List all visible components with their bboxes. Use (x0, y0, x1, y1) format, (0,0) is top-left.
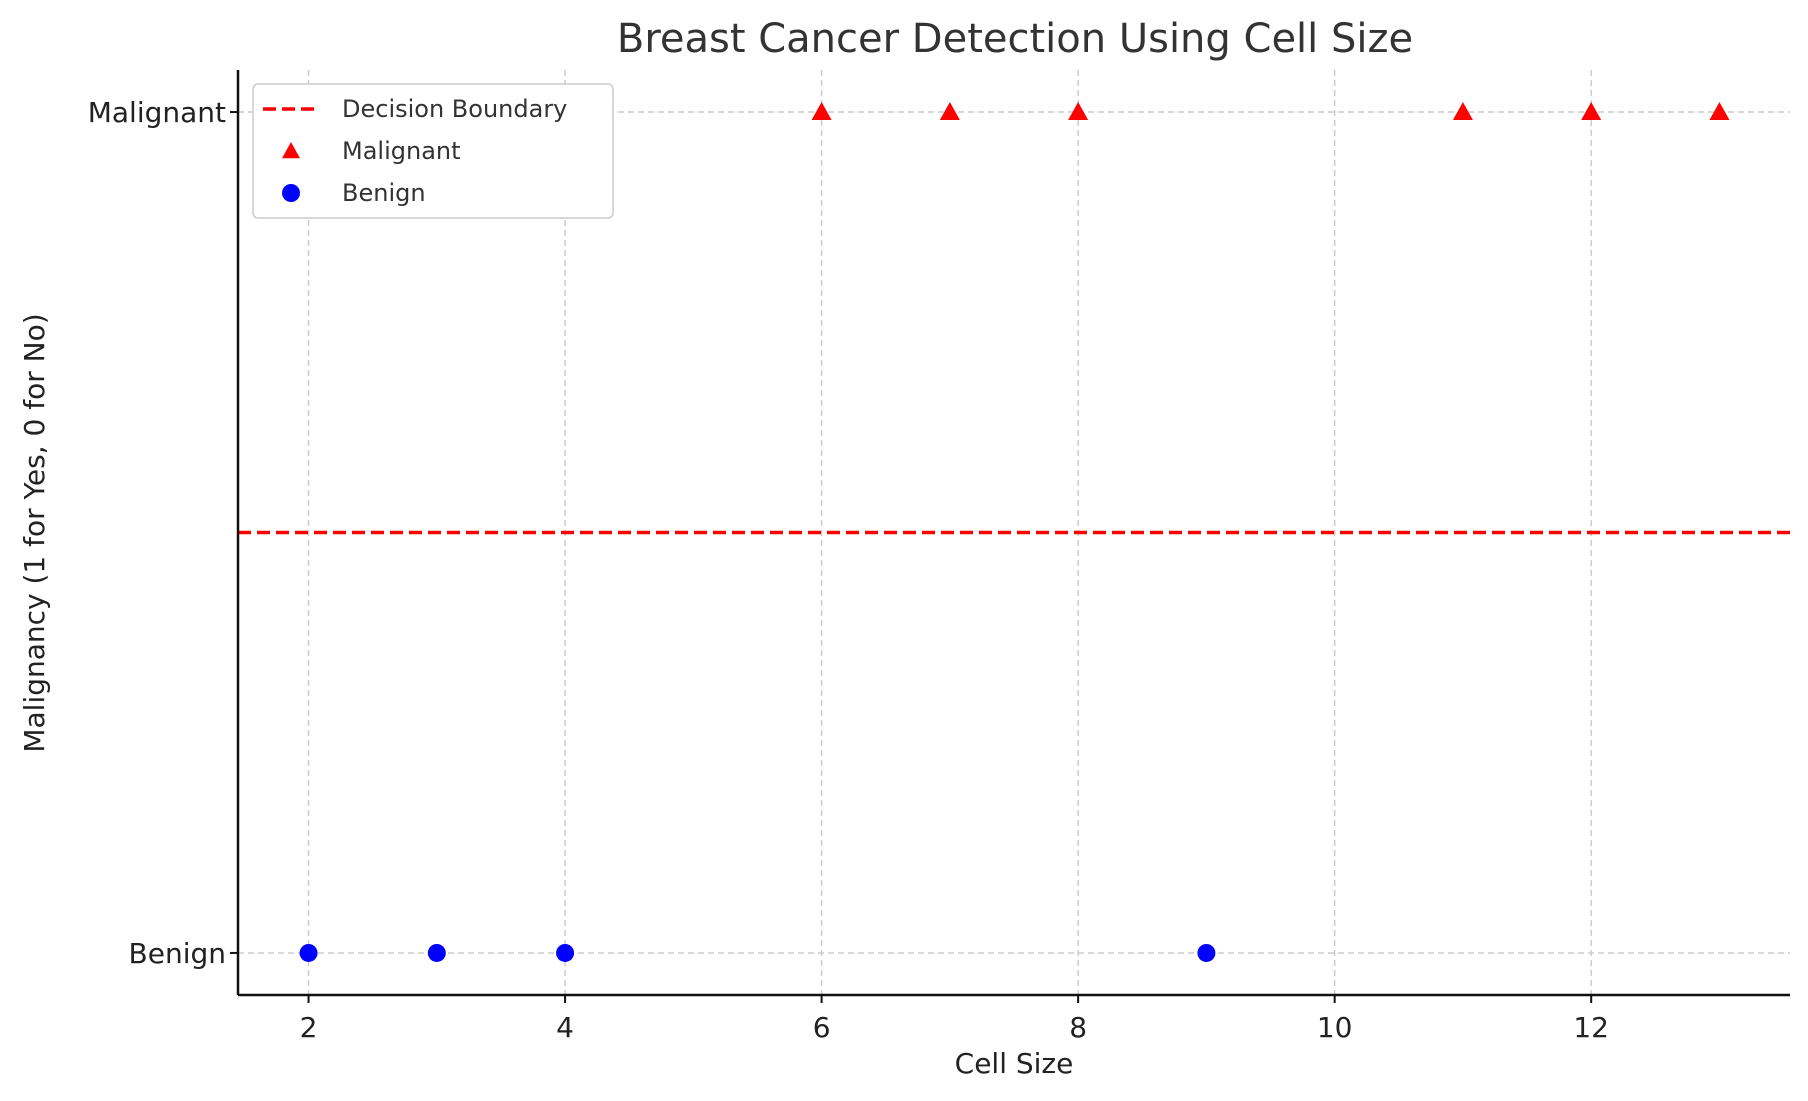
benign-point (299, 943, 318, 962)
malignant-point (1709, 102, 1730, 121)
x-ticks: 2 4 6 8 10 12 (300, 995, 1609, 1044)
benign-point (1197, 943, 1216, 962)
malignant-point (1068, 102, 1089, 121)
benign-point (556, 943, 575, 962)
legend-label: Malignant (342, 137, 461, 165)
y-axis-label: Malignancy (1 for Yes, 0 for No) (18, 313, 51, 752)
benign-point (427, 943, 446, 962)
legend-box (252, 83, 614, 219)
malignant-point (811, 102, 832, 121)
chart-title: Breast Cancer Detection Using Cell Size (617, 16, 1413, 62)
malignant-point (1452, 102, 1473, 121)
x-tick-label: 6 (813, 1011, 831, 1044)
x-axis-label: Cell Size (955, 1047, 1074, 1080)
x-tick-label: 2 (300, 1011, 318, 1044)
malignant-point (1581, 102, 1602, 121)
axes (236, 70, 1790, 997)
legend-benign-swatch (282, 184, 300, 202)
y-ticks: Benign Malignant (88, 96, 238, 970)
x-tick-label: 4 (556, 1011, 574, 1044)
legend-label: Benign (342, 179, 426, 207)
data-points (299, 102, 1730, 962)
malignant-point (939, 102, 960, 121)
y-tick-label: Benign (129, 937, 226, 970)
x-tick-label: 12 (1573, 1011, 1609, 1044)
x-tick-label: 8 (1069, 1011, 1087, 1044)
x-tick-label: 10 (1317, 1011, 1353, 1044)
y-tick-label: Malignant (88, 96, 226, 129)
legend-label: Decision Boundary (342, 95, 567, 123)
legend: Decision Boundary Malignant Benign (252, 83, 614, 219)
legend-malignant-swatch (282, 142, 300, 159)
